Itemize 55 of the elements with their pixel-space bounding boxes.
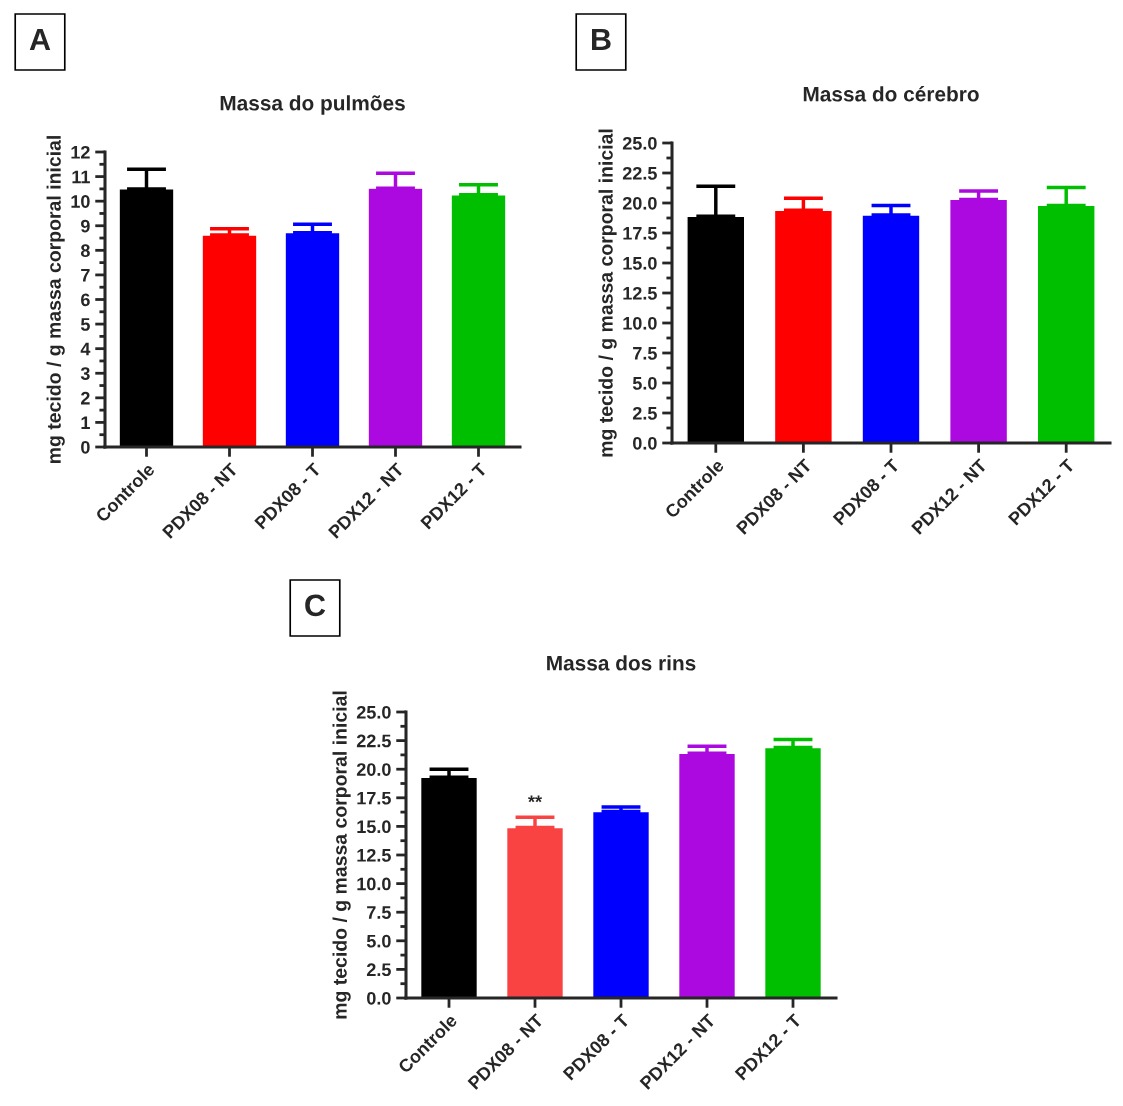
y-tick-label: 10.0 (623, 316, 657, 330)
y-tick-label: 2 (81, 391, 90, 405)
y-tick-label: 5 (80, 318, 90, 331)
bar (284, 231, 341, 447)
y-tick-label: 4 (80, 342, 91, 356)
bar (118, 188, 175, 447)
y-axis-title: mg tecido / g massa corporal inicial (46, 136, 65, 463)
bar (367, 187, 424, 447)
y-tick-label: 7.5 (367, 906, 391, 919)
y-tick-label: 12.5 (357, 848, 391, 862)
y-tick-label: 10.0 (357, 877, 391, 891)
chart-title: Massa do cérebro (803, 86, 979, 102)
y-axis-title: mg tecido / g massa corporal inicial (598, 129, 617, 457)
y-tick-label: 20.0 (622, 196, 657, 210)
y-tick-label: 8 (80, 244, 90, 258)
text: B (592, 28, 611, 50)
y-axis-title: mg tecido / g massa corporal inicial (332, 691, 351, 1019)
y-tick-label: 25.0 (622, 136, 657, 150)
y-tick-label: 3 (80, 367, 90, 380)
y-tick-label: 10 (71, 195, 90, 208)
y-tick-label: 22.5 (622, 166, 657, 180)
y-tick-label: 22.5 (356, 734, 391, 748)
bar (201, 234, 258, 447)
y-tick-label: 6 (81, 293, 90, 307)
bar (763, 746, 823, 998)
y-tick-label: 17.5 (357, 791, 391, 805)
bar (677, 752, 737, 998)
y-tick-label: 12 (71, 145, 90, 159)
bar (591, 810, 651, 998)
text: A (29, 28, 51, 50)
y-tick-label: 0.0 (633, 436, 657, 450)
y-tick-label: 15.0 (357, 820, 391, 834)
y-tick-label: 7 (81, 269, 90, 282)
y-tick-label: 11 (72, 170, 90, 184)
y-tick-label: 0 (81, 440, 90, 454)
annotation: ** (528, 795, 543, 803)
chart-title: Massa do pulmões (220, 95, 405, 115)
chart-title: Massa dos rins (547, 655, 696, 671)
y-tick-label: 1 (81, 416, 90, 429)
y-tick-label: 5.0 (632, 376, 657, 390)
y-tick-label: 12.5 (623, 286, 657, 300)
y-tick-label: 20.0 (356, 763, 391, 776)
bar (419, 776, 479, 998)
y-tick-label: 2.5 (366, 963, 391, 977)
y-tick-label: 9 (81, 219, 90, 233)
y-tick-label: 25.0 (356, 705, 391, 719)
bar (450, 194, 507, 447)
y-tick-label: 5.0 (366, 934, 391, 948)
y-tick-label: 15.0 (623, 256, 657, 270)
bar (505, 826, 565, 998)
y-tick-label: 0.0 (367, 991, 391, 1005)
y-tick-label: 17.5 (623, 227, 657, 240)
y-tick-label: 2.5 (632, 406, 657, 420)
text: C (305, 594, 326, 617)
y-tick-label: 7.5 (633, 347, 657, 360)
